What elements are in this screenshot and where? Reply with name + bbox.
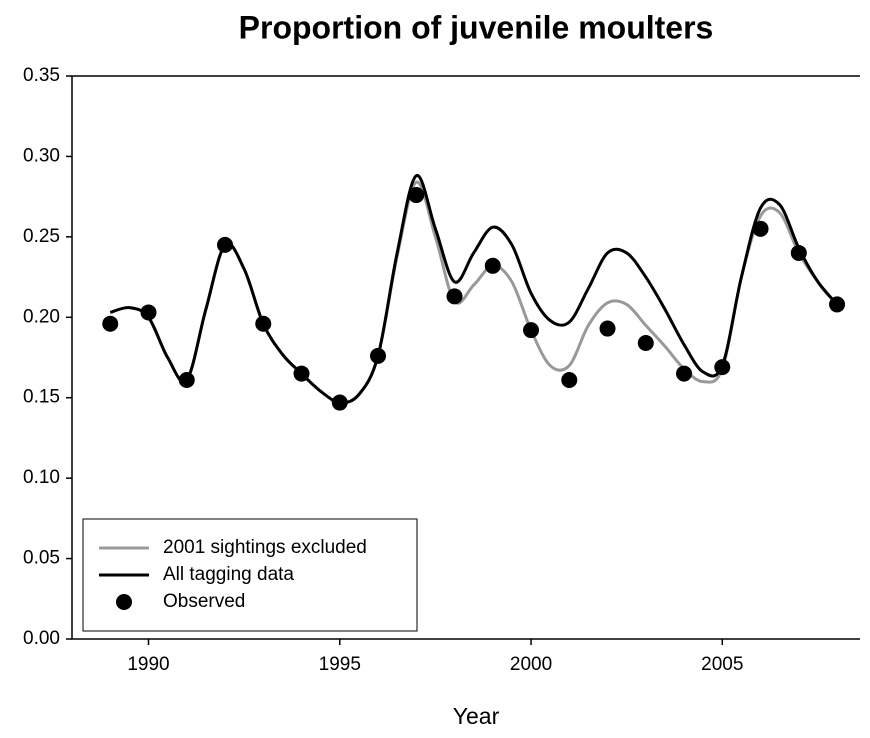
x-tick-label: 1995 [319, 654, 361, 675]
chart-title: Proportion of juvenile moulters [239, 9, 714, 45]
observed-point [829, 296, 846, 313]
x-tick-label: 1990 [127, 654, 169, 675]
y-tick-label: 0.30 [23, 145, 60, 166]
legend-label: Observed [163, 591, 245, 612]
legend-label: 2001 sightings excluded [163, 537, 367, 558]
y-tick-label: 0.05 [23, 548, 60, 569]
observed-point [408, 187, 425, 204]
y-tick-label: 0.25 [23, 226, 60, 247]
observed-point [102, 315, 119, 332]
observed-point [790, 244, 807, 261]
observed-point [217, 236, 234, 253]
observed-point [331, 394, 348, 411]
observed-point [676, 365, 693, 382]
legend-label: All tagging data [163, 564, 294, 585]
observed-point [714, 359, 731, 376]
observed-point [752, 220, 769, 237]
observed-point [446, 288, 463, 305]
x-tick-label: 2005 [701, 654, 743, 675]
y-tick-label: 0.35 [23, 65, 60, 86]
observed-point [255, 315, 272, 332]
observed-point [637, 335, 654, 352]
observed-point [561, 372, 578, 389]
y-tick-label: 0.10 [23, 467, 60, 488]
observed-point [293, 365, 310, 382]
observed-point [178, 372, 195, 389]
y-tick-label: 0.20 [23, 306, 60, 327]
x-axis-label: Year [453, 703, 500, 729]
observed-point [599, 320, 616, 337]
observed-point [370, 347, 387, 364]
y-tick-label: 0.00 [23, 628, 60, 649]
observed-point [140, 304, 157, 321]
x-tick-label: 2000 [510, 654, 552, 675]
observed-point [523, 322, 540, 339]
y-tick-label: 0.15 [23, 387, 60, 408]
observed-point [484, 257, 501, 274]
legend-swatch [116, 594, 132, 610]
